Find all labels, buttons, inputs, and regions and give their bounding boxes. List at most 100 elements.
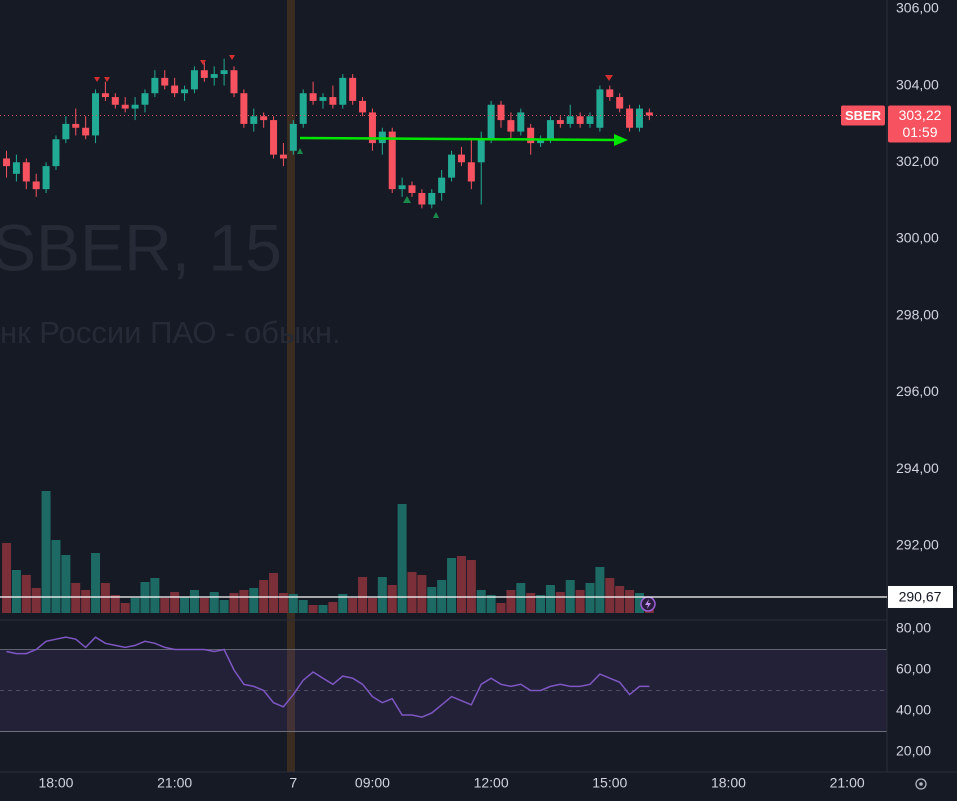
- volume-bar: [575, 590, 585, 613]
- volume-bar: [11, 570, 21, 613]
- volume-bar: [249, 588, 259, 613]
- candle-body: [22, 162, 30, 182]
- volume-bar: [51, 540, 61, 613]
- candle-body: [626, 108, 634, 128]
- y-tick-label: 300,00: [896, 230, 939, 246]
- candle-body: [507, 120, 515, 132]
- sell-signal: [605, 75, 613, 81]
- candle-body: [546, 120, 554, 140]
- candle-body: [319, 97, 327, 101]
- volume-bar: [110, 595, 120, 613]
- volume-bar: [41, 491, 51, 613]
- volume-bar: [476, 590, 486, 613]
- x-tick-label: 21:00: [157, 775, 192, 791]
- candle-body: [171, 85, 179, 94]
- volume-bar: [358, 577, 368, 613]
- y-tick-label: 40,00: [896, 702, 931, 718]
- y-tick-label: 304,00: [896, 76, 939, 92]
- candle-body: [497, 104, 505, 121]
- buy-signal: [403, 196, 411, 203]
- candle-body: [161, 77, 169, 86]
- arrow-line: [299, 136, 619, 142]
- volume-bar: [199, 598, 209, 613]
- y-tick-label: 298,00: [896, 306, 939, 322]
- volume-bar: [536, 595, 546, 613]
- volume-bar: [387, 585, 397, 613]
- candle-body: [200, 70, 208, 78]
- x-tick-label: 09:00: [355, 775, 390, 791]
- y-tick-label: 294,00: [896, 460, 939, 476]
- volume-bar: [130, 598, 140, 613]
- buy-signal: [433, 212, 439, 218]
- y-tick-label: 80,00: [896, 620, 931, 636]
- sell-signal: [94, 77, 100, 82]
- rsi-line: [6, 636, 650, 718]
- candle-body: [3, 158, 11, 167]
- volume-bar: [447, 558, 457, 613]
- y-tick-label: 20,00: [896, 743, 931, 759]
- volume-bar: [308, 605, 318, 613]
- volume-bar: [278, 593, 288, 613]
- watermark-description: нк России ПАО - обыкн.: [0, 315, 341, 350]
- candle-body: [101, 93, 109, 98]
- candle-body: [329, 97, 337, 105]
- candle-body: [151, 77, 159, 94]
- candle-body: [616, 97, 624, 109]
- candle-body: [32, 181, 40, 190]
- candle-body: [467, 162, 475, 182]
- candle-body: [111, 97, 119, 105]
- candle-body: [121, 104, 129, 109]
- volume-bar: [229, 593, 239, 613]
- sell-signal: [229, 55, 235, 60]
- crosshair-label: 290,67: [899, 589, 942, 605]
- candle-body: [230, 70, 238, 94]
- volume-bar: [150, 578, 160, 613]
- candle-body: [606, 89, 614, 98]
- candle-body: [270, 120, 278, 155]
- y-tick-label: 60,00: [896, 661, 931, 677]
- volume-bar: [367, 598, 377, 613]
- y-tick-label: 296,00: [896, 383, 939, 399]
- candle-body: [517, 112, 525, 132]
- candle-body: [92, 93, 100, 136]
- volume-bar: [456, 556, 466, 613]
- plot: [0, 58, 887, 732]
- candle-body: [428, 192, 436, 205]
- candle-body: [250, 116, 258, 124]
- candle-body: [190, 70, 198, 90]
- volume-bar: [625, 590, 635, 613]
- settings-ring: [915, 778, 927, 790]
- y-tick-label: 306,00: [896, 0, 939, 16]
- volume-bar: [466, 560, 476, 613]
- candle-body: [576, 116, 584, 124]
- candle-body: [368, 112, 376, 144]
- volume-bar: [298, 600, 308, 613]
- candle-body: [141, 93, 149, 105]
- volume-bar: [605, 578, 615, 613]
- candle-body: [82, 127, 90, 136]
- trend-arrow: [299, 134, 628, 146]
- volume-bar: [2, 543, 12, 613]
- x-tick-label: 15:00: [592, 775, 627, 791]
- candle-body: [349, 77, 357, 101]
- last-price-label: 303,22: [899, 107, 942, 123]
- candle-body: [339, 77, 347, 105]
- x-tick-label: 18:00: [711, 775, 746, 791]
- volume-bar: [595, 567, 605, 613]
- volume-bar: [288, 594, 298, 613]
- volume-bar: [269, 573, 279, 613]
- volume-bar: [239, 590, 249, 613]
- volume-bar: [516, 583, 526, 613]
- x-tick-label: 7: [289, 775, 297, 791]
- volume-bar: [21, 575, 31, 613]
- volume-bar: [71, 583, 81, 613]
- candle-body: [210, 74, 218, 78]
- candle-body: [52, 139, 60, 167]
- settings-icon[interactable]: [915, 778, 927, 790]
- candle-body: [42, 166, 50, 190]
- volume-bar: [160, 598, 170, 613]
- candle-body: [418, 192, 426, 205]
- countdown-label: 01:59: [902, 124, 937, 140]
- volume-bar: [120, 603, 130, 613]
- volume-bar: [61, 555, 71, 613]
